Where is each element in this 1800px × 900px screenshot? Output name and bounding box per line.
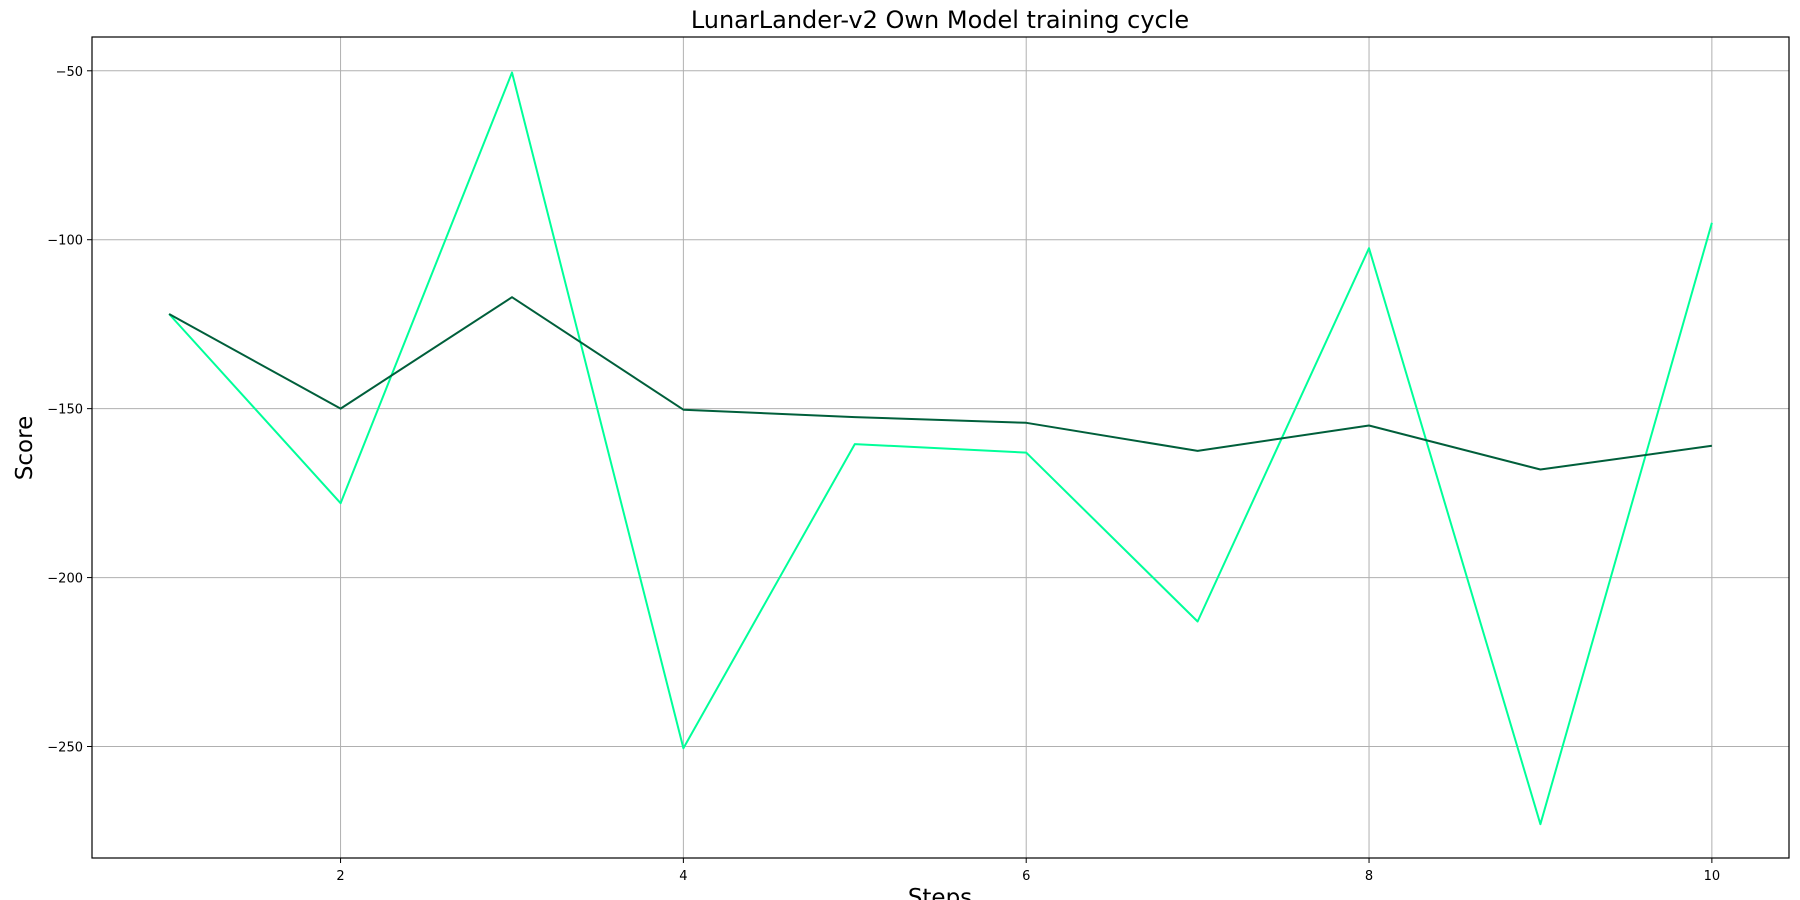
x-tick-label: 6 <box>1022 869 1030 884</box>
grid <box>92 37 1789 858</box>
y-tick-label: −50 <box>56 65 83 80</box>
x-tick-label: 10 <box>1704 869 1721 884</box>
y-axis-label: Score <box>12 416 38 480</box>
y-tick-label: −250 <box>47 741 83 756</box>
x-tick-label: 4 <box>679 869 687 884</box>
plot-series <box>168 71 1713 826</box>
x-tick-label: 2 <box>336 869 344 884</box>
y-tick-label: −150 <box>47 403 83 418</box>
x-axis-label: Steps <box>908 885 972 900</box>
axis-ticks: 2 4 6 8 10 −50 −100 −150 −200 −250 <box>47 65 1720 884</box>
x-tick-label: 8 <box>1365 869 1373 884</box>
chart-title: LunarLander-v2 Own Model training cycle <box>691 6 1189 34</box>
series-line-2 <box>168 296 1713 471</box>
y-tick-label: −100 <box>47 234 83 249</box>
plot-frame <box>91 36 1790 859</box>
series-line-1 <box>168 71 1713 826</box>
y-tick-label: −200 <box>47 572 83 587</box>
